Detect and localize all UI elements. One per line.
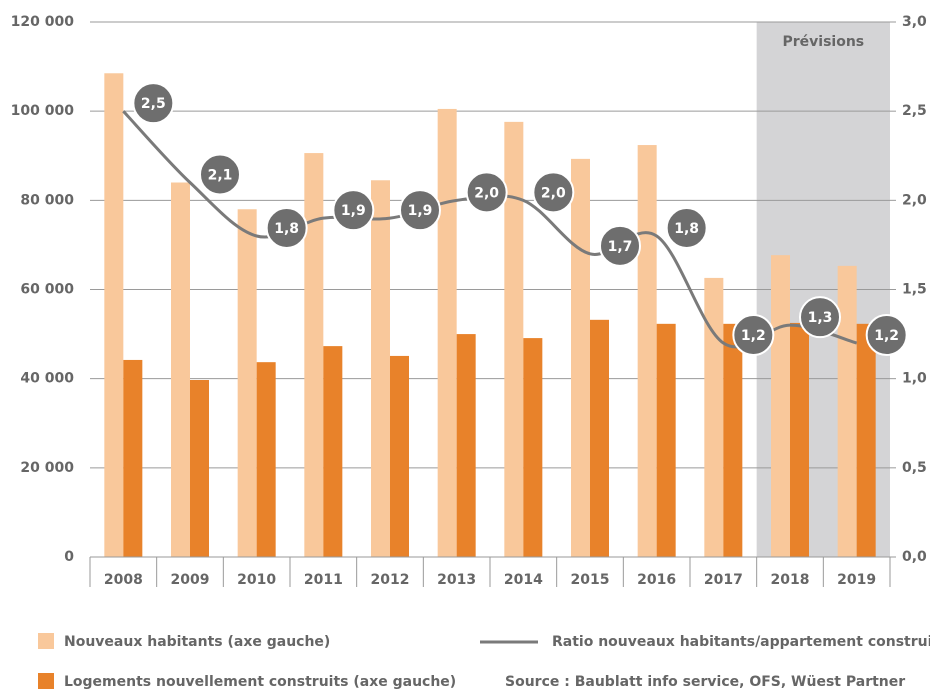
bar xyxy=(771,255,790,557)
data-label: 1,9 xyxy=(408,203,433,219)
y-tick-label: 0 xyxy=(64,549,74,565)
ratio-marker xyxy=(532,171,575,214)
bar xyxy=(237,209,257,557)
bar xyxy=(590,319,609,557)
data-label: 1,7 xyxy=(608,239,633,255)
y-tick-label: 80 000 xyxy=(20,192,74,208)
x-tick-label: 2018 xyxy=(771,572,810,588)
x-tick-label: 2009 xyxy=(171,572,210,588)
source: Source : Baublatt info service, OFS, Wüe… xyxy=(505,674,905,690)
bar xyxy=(571,158,590,557)
ratio-marker xyxy=(665,207,708,249)
ratio-marker xyxy=(132,82,175,125)
y-tick-label: 60 000 xyxy=(20,282,74,298)
bar xyxy=(437,108,457,557)
ratio-marker xyxy=(865,314,908,356)
y2-tick-label: 1,0 xyxy=(902,371,927,387)
bar xyxy=(104,73,124,557)
legend-label: Ratio nouveaux habitants/appartement con… xyxy=(552,634,930,650)
bar xyxy=(523,338,543,557)
bar xyxy=(456,334,476,557)
bar xyxy=(637,145,657,558)
y-tick-label: 40 000 xyxy=(20,371,74,387)
x-tick-label: 2010 xyxy=(237,572,276,588)
data-label: 2,0 xyxy=(541,185,566,201)
bar xyxy=(256,362,276,557)
bar xyxy=(656,323,676,557)
ratio-marker xyxy=(265,207,308,249)
data-label: 1,2 xyxy=(741,328,766,344)
bar xyxy=(390,355,409,557)
y2-tick-label: 1,5 xyxy=(902,282,927,298)
x-tick-label: 2015 xyxy=(571,572,610,588)
x-tick-label: 2016 xyxy=(637,572,676,588)
x-tick-label: 2019 xyxy=(837,572,876,588)
bar xyxy=(371,180,390,558)
bar xyxy=(123,359,143,557)
bar xyxy=(304,153,324,557)
legend-swatch xyxy=(38,633,54,649)
y2-tick-label: 0,0 xyxy=(902,549,927,565)
ratio-marker xyxy=(399,189,441,232)
data-label: 2,1 xyxy=(208,168,233,184)
y2-tick-label: 0,5 xyxy=(902,460,927,476)
y2-tick-label: 2,0 xyxy=(902,192,927,208)
bar xyxy=(790,322,809,557)
x-tick-label: 2014 xyxy=(504,572,543,588)
ratio-line xyxy=(122,110,858,349)
bar xyxy=(837,265,857,557)
x-tick-label: 2017 xyxy=(704,572,743,588)
data-label: 1,8 xyxy=(674,221,699,237)
bar xyxy=(723,323,743,557)
data-label: 2,5 xyxy=(141,96,166,112)
ratio-marker xyxy=(732,314,775,356)
data-label: 1,3 xyxy=(808,310,833,326)
data-label: 1,9 xyxy=(341,203,366,219)
y-tick-label: 100 000 xyxy=(11,103,75,119)
y-tick-label: 20 000 xyxy=(20,460,74,476)
ratio-marker xyxy=(465,171,508,214)
y-tick-label: 120 000 xyxy=(11,14,75,30)
bar xyxy=(323,346,343,557)
legend-label: Nouveaux habitants (axe gauche) xyxy=(64,634,330,650)
bar xyxy=(504,121,524,557)
x-tick-label: 2012 xyxy=(371,572,410,588)
ratio-marker xyxy=(799,296,841,339)
legend-label: Logements nouvellement construits (axe g… xyxy=(64,674,456,690)
y2-tick-label: 3,0 xyxy=(902,14,927,30)
ratio-marker xyxy=(199,153,241,196)
data-label: 1,2 xyxy=(874,328,899,344)
bar xyxy=(704,277,724,557)
x-tick-label: 2011 xyxy=(304,572,343,588)
bar xyxy=(856,323,876,557)
data-label: 1,8 xyxy=(274,221,299,237)
ratio-marker xyxy=(332,189,375,232)
data-label: 2,0 xyxy=(474,185,499,201)
x-tick-label: 2008 xyxy=(104,572,143,588)
x-tick-label: 2013 xyxy=(437,572,476,588)
bar xyxy=(190,380,209,557)
legend-swatch xyxy=(38,673,54,689)
bar xyxy=(171,182,190,557)
forecast-label: Prévisions xyxy=(783,34,865,50)
y2-tick-label: 2,5 xyxy=(902,103,927,119)
ratio-marker xyxy=(599,224,641,267)
